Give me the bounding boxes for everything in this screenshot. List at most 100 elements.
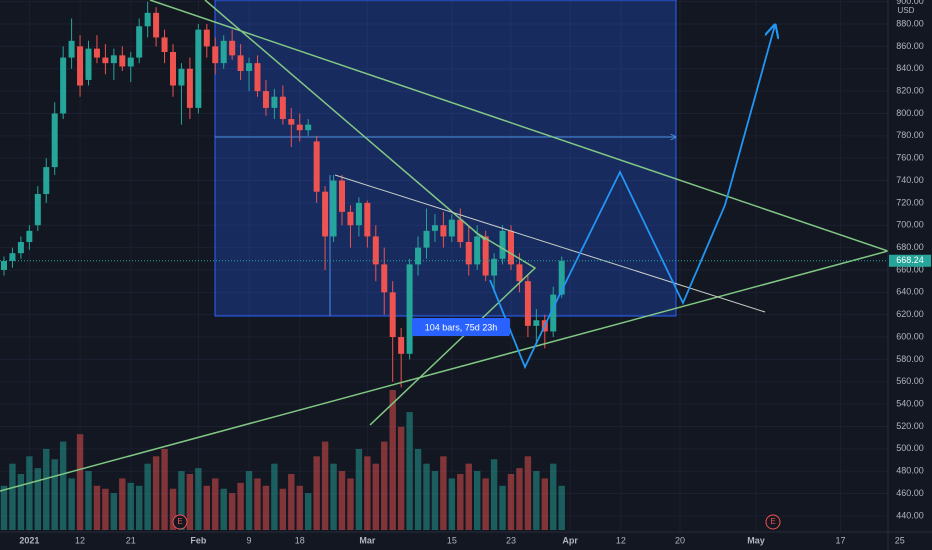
volume-bar — [389, 390, 396, 530]
range-label-box — [412, 318, 510, 336]
volume-bar — [507, 474, 515, 530]
y-tick-label: 740.00 — [896, 175, 924, 185]
candle-body — [508, 230, 514, 265]
x-tick-label: 21 — [126, 535, 136, 545]
candle-body — [381, 264, 388, 293]
y-tick-label: 880.00 — [896, 18, 924, 28]
x-tick-label: Feb — [190, 535, 207, 545]
candle-body — [398, 337, 405, 354]
volume-bar — [406, 412, 413, 530]
volume-bar — [26, 456, 33, 530]
y-tick-label: 720.00 — [896, 197, 924, 207]
volume-bar — [482, 478, 489, 530]
candle-body — [170, 51, 176, 86]
volume-bar — [381, 441, 388, 530]
candle-body — [161, 37, 168, 52]
volume-bar — [237, 482, 244, 530]
last-price-box — [889, 254, 931, 267]
volume-bar — [305, 493, 312, 530]
earnings-marker: E — [172, 514, 188, 530]
y-tick-label: 820.00 — [896, 85, 924, 95]
x-tick-label: 2021 — [19, 535, 39, 545]
volume-bar — [490, 459, 498, 530]
candle-body — [448, 219, 455, 237]
volume-bar — [228, 493, 236, 530]
volume-bar — [558, 485, 565, 530]
candle-body — [296, 124, 303, 131]
volume-bar — [43, 448, 50, 530]
volume-bar — [212, 478, 219, 530]
volume-bar — [161, 448, 168, 530]
candle-body — [516, 264, 523, 282]
candle-body — [237, 55, 244, 71]
candle-body — [212, 46, 219, 64]
volume-bar — [465, 463, 472, 530]
x-tick-label: 23 — [506, 535, 516, 545]
volume-bar — [288, 474, 295, 530]
volume-bar — [76, 434, 84, 530]
candle-body — [51, 113, 58, 168]
volume-bar — [414, 448, 422, 530]
candle-body — [85, 48, 92, 80]
candle-body — [499, 230, 506, 259]
volume-bar — [397, 426, 405, 530]
volume-bar — [85, 471, 92, 530]
candle-body — [440, 225, 447, 237]
candle-body — [322, 191, 329, 237]
candle-body — [110, 55, 117, 64]
volume-bar — [51, 459, 58, 530]
x-tick-label: May — [747, 535, 765, 545]
volume-bar — [364, 456, 371, 530]
volume-bar — [220, 488, 227, 530]
price-axis — [888, 0, 932, 550]
candle-body — [9, 253, 16, 262]
y-tick-label: 700.00 — [896, 220, 924, 230]
candle-body — [262, 91, 269, 108]
candle-body — [524, 281, 531, 326]
y-tick-label: 680.00 — [896, 242, 924, 252]
last-price-label: 668.24 — [896, 255, 924, 265]
candle-body — [533, 320, 540, 326]
volume-bar — [372, 463, 379, 530]
candle-body — [144, 12, 151, 27]
volume-bar — [68, 478, 75, 530]
volume-bar — [102, 488, 109, 530]
y-tick-label: 520.00 — [896, 421, 924, 431]
volume-bar — [119, 478, 126, 530]
volume-bar — [169, 488, 177, 530]
volume-bar — [271, 463, 278, 530]
currency: USD — [898, 6, 915, 15]
volume-bar — [9, 463, 16, 530]
volume-bar — [321, 441, 329, 530]
candle-body — [220, 40, 227, 64]
volume-bar — [516, 468, 523, 530]
x-tick-label: 12 — [616, 535, 626, 545]
volume-bar — [440, 456, 447, 530]
volume-bar — [541, 478, 548, 530]
candle-body — [550, 294, 557, 332]
volume-bar — [195, 468, 202, 530]
candle-body — [178, 68, 185, 86]
candle-body — [127, 57, 134, 67]
y-tick-label: 600.00 — [896, 331, 924, 341]
y-tick-label: 860.00 — [896, 41, 924, 51]
volume-bar — [313, 456, 320, 530]
volume-bar — [144, 463, 151, 530]
volume-bar — [330, 463, 337, 530]
candle-body — [305, 124, 312, 131]
volume-bar — [524, 456, 532, 530]
drawings — [0, 0, 888, 492]
volume-bar — [245, 471, 253, 530]
volume-bar — [474, 471, 481, 530]
candle-body — [229, 40, 236, 56]
x-tick-label: 17 — [836, 535, 846, 545]
candle-body — [102, 57, 109, 64]
x-tick-label: 25 — [895, 535, 905, 545]
earnings-label: E — [770, 517, 775, 526]
x-tick-label: 12 — [75, 535, 85, 545]
candle-body — [43, 167, 50, 194]
y-tick-label: 580.00 — [896, 354, 924, 364]
volume-bar — [110, 493, 118, 530]
candle-body — [313, 141, 320, 192]
date-price-range — [214, 0, 676, 317]
